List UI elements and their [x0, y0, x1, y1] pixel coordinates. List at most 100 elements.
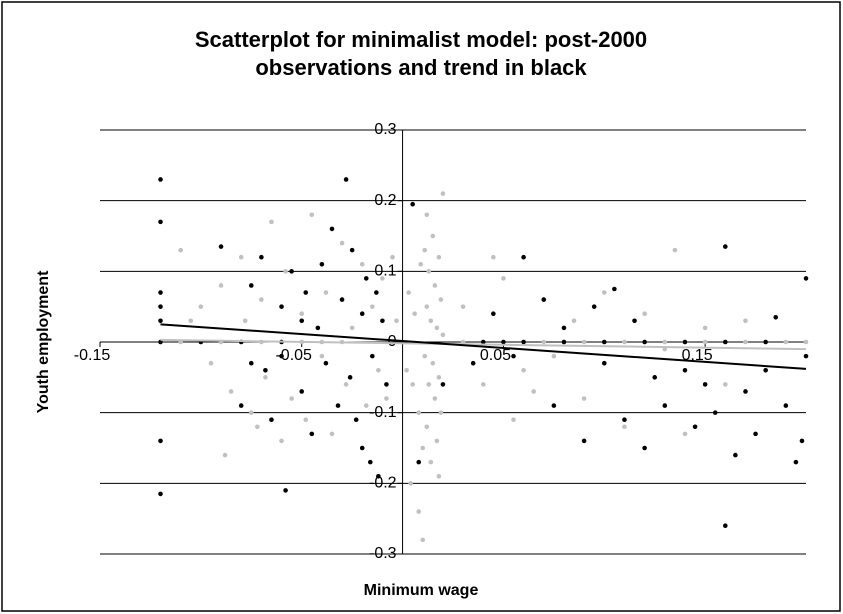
scatter-point	[158, 304, 163, 309]
y-axis-title: Youth employment	[35, 270, 52, 413]
scatter-point	[406, 290, 411, 295]
scatter-point	[501, 339, 506, 345]
scatter-point	[743, 318, 748, 324]
scatter-point	[412, 311, 417, 317]
scatter-point	[410, 382, 415, 387]
scatter-point	[763, 339, 768, 345]
scatter-point	[269, 417, 274, 423]
scatter-point	[460, 304, 466, 309]
scatter-point	[424, 424, 430, 430]
scatter-point	[198, 304, 204, 309]
scatter-point	[394, 318, 399, 324]
scatter-point	[702, 339, 708, 345]
scatter-point	[269, 219, 274, 225]
scatter-point	[242, 318, 248, 324]
x-tick-label: -0.15	[74, 347, 111, 364]
scatter-point	[723, 244, 728, 249]
scatter-point	[601, 360, 607, 366]
scatter-point	[480, 339, 486, 345]
scatter-point	[339, 240, 345, 246]
scatter-point	[491, 311, 496, 317]
scatter-point	[601, 339, 607, 345]
scatter-point	[662, 339, 668, 345]
scatter-point	[622, 339, 627, 345]
scatter-point	[353, 417, 359, 423]
scatter-point	[158, 491, 163, 497]
y-tick-label: -0.2	[369, 475, 397, 492]
scatter-point	[323, 290, 329, 295]
scatter-point	[440, 382, 446, 387]
chart-title: Scatterplot for minimalist model: post-2…	[194, 27, 648, 80]
scatter-point	[158, 318, 163, 324]
scatter-point	[803, 276, 809, 281]
scatter-point	[430, 233, 436, 239]
scatter-point	[158, 438, 163, 444]
scatter-point	[712, 410, 718, 415]
scatter-point	[408, 481, 413, 486]
scatter-point	[424, 304, 430, 309]
scatter-point	[561, 325, 567, 331]
scatter-point	[303, 417, 309, 423]
scatter-point	[238, 254, 244, 260]
trend-line	[160, 323, 807, 370]
scatter-point	[222, 452, 228, 458]
scatter-point	[521, 367, 526, 373]
scatter-point	[259, 254, 264, 260]
scatter-point	[743, 339, 748, 345]
scatter-point	[359, 261, 365, 267]
scatter-point	[384, 382, 389, 387]
scatter-point	[793, 459, 799, 465]
scatter-point	[218, 283, 224, 288]
y-tick-label: 0.2	[374, 192, 396, 209]
x-tick-label: 0.05	[480, 347, 511, 364]
scatter-point	[370, 353, 375, 359]
scatter-point	[753, 431, 758, 437]
scatter-point	[410, 201, 415, 207]
scatter-point	[367, 459, 373, 465]
scatter-point	[299, 389, 305, 394]
scatter-point	[319, 261, 325, 267]
scatter-point	[347, 375, 353, 380]
scatter-point	[319, 353, 325, 359]
scatter-point	[501, 276, 506, 281]
scatter-point	[428, 459, 434, 465]
scatter-point	[682, 431, 688, 437]
scatter-point	[315, 325, 321, 331]
scatter-point	[376, 473, 381, 479]
scatter-point	[390, 254, 395, 260]
scatter-point	[783, 339, 789, 345]
scatter-point	[178, 247, 183, 253]
scatter-point	[672, 247, 678, 253]
scatter-point	[521, 339, 526, 345]
scatter-point	[283, 269, 288, 274]
scatter-point	[763, 367, 768, 373]
scatter-point	[440, 332, 446, 338]
scatter-point	[416, 459, 422, 465]
scatter-point	[642, 311, 647, 317]
scatter-point	[541, 297, 547, 302]
scatter-point	[622, 417, 627, 423]
scatter-point	[422, 247, 428, 253]
scatter-point	[436, 473, 442, 479]
scatter-point	[422, 353, 428, 359]
scatter-point	[426, 269, 432, 274]
scatter-point	[491, 254, 496, 260]
scatter-point	[803, 353, 809, 359]
scatter-point	[416, 509, 422, 514]
scatter-point	[612, 286, 617, 292]
scatter-point	[335, 403, 341, 408]
scatter-point	[374, 290, 379, 295]
scatter-point	[723, 382, 728, 387]
scatter-point	[279, 353, 284, 359]
scatter-point	[682, 339, 688, 345]
scatter-point	[551, 403, 557, 408]
scatter-point	[438, 297, 444, 302]
scatter-point	[743, 389, 748, 394]
scatter-point	[430, 360, 436, 366]
scatter-point	[702, 325, 708, 331]
scatter-point	[370, 304, 375, 309]
scatter-point	[359, 445, 365, 451]
scatter-point	[309, 212, 315, 218]
scatter-point	[436, 375, 442, 380]
